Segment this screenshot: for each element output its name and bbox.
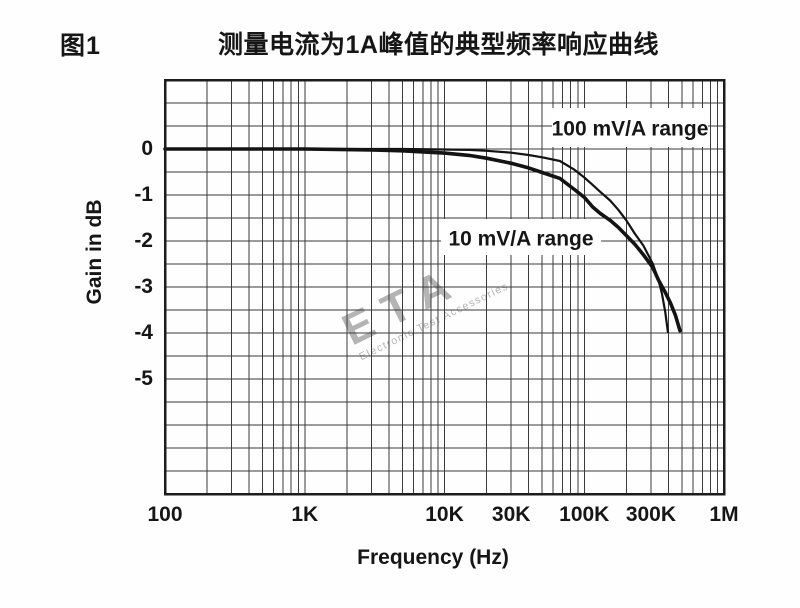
x-axis-title: Frequency (Hz) xyxy=(357,546,509,569)
y-axis-title: Gain in dB xyxy=(83,199,106,305)
curves-layer xyxy=(163,147,682,334)
x-tick-label: 300K xyxy=(625,503,677,526)
y-tick-label: -3 xyxy=(134,275,153,298)
x-tick-label: 100K xyxy=(559,503,610,526)
legend-100mv-box xyxy=(552,108,708,147)
curve-10-mv-a-range xyxy=(163,147,682,333)
legend-10mv-label: 10 mV/A range xyxy=(448,228,593,251)
y-tick-label: -5 xyxy=(134,367,153,390)
x-tick-label: 30K xyxy=(491,503,531,526)
x-tick-label: 1M xyxy=(709,503,739,526)
chart-title: 测量电流为1A峰值的典型频率响应曲线 xyxy=(218,31,659,59)
plot-border xyxy=(163,78,726,496)
y-tick-label: 0 xyxy=(141,137,153,160)
figure-label: 图1 xyxy=(60,32,101,60)
legend-10mv-box xyxy=(441,219,601,255)
y-tick-label: -4 xyxy=(134,321,153,344)
y-tick-label: -1 xyxy=(134,183,153,206)
legend-100mv-label: 100 mV/A range xyxy=(552,118,709,141)
x-tick-label: 10K xyxy=(425,503,464,526)
x-tick-label: 1K xyxy=(291,503,319,526)
x-tick-label: 100 xyxy=(147,503,183,526)
y-tick-label: -2 xyxy=(134,229,153,252)
